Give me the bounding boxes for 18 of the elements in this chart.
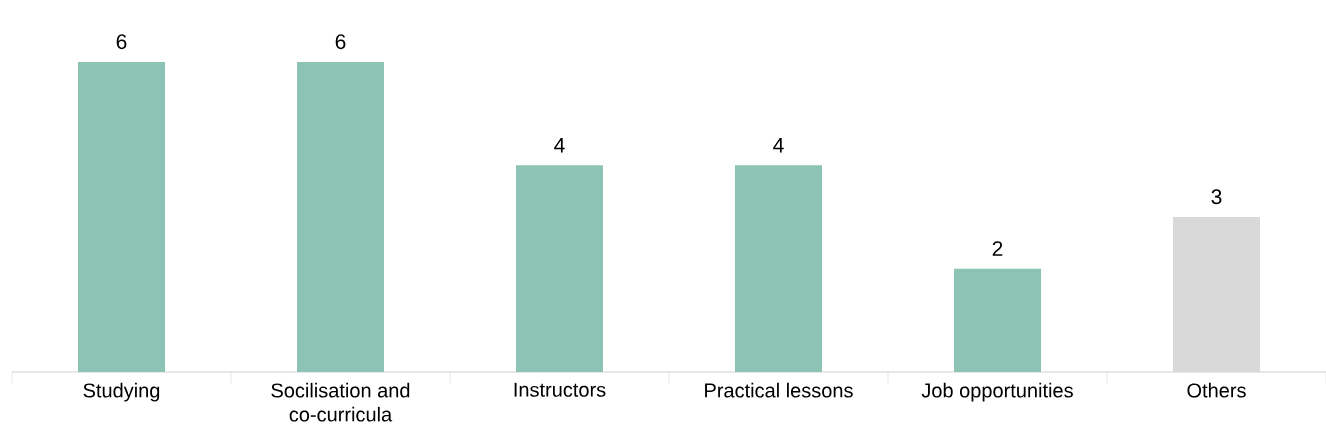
bar [297, 62, 384, 372]
x-tick-label: Others [1187, 382, 1246, 398]
bar [954, 268, 1041, 372]
bar [78, 62, 165, 372]
x-tick-label: Studying [83, 382, 160, 402]
data-label: 4 [554, 138, 565, 153]
bar [1173, 217, 1260, 372]
bar [735, 165, 822, 372]
x-tick-label: Socilisation and co-curricula [271, 382, 410, 422]
data-label: 6 [116, 34, 127, 50]
data-label: 6 [335, 34, 346, 50]
x-tick-label: Job opportunities [921, 382, 1073, 402]
data-label: 2 [992, 241, 1003, 256]
x-tick-label: Practical lessons [705, 382, 853, 398]
x-tick-label: Instructors [514, 382, 606, 397]
data-label: 3 [1211, 189, 1222, 205]
data-label: 4 [773, 138, 784, 153]
bar [516, 165, 603, 372]
